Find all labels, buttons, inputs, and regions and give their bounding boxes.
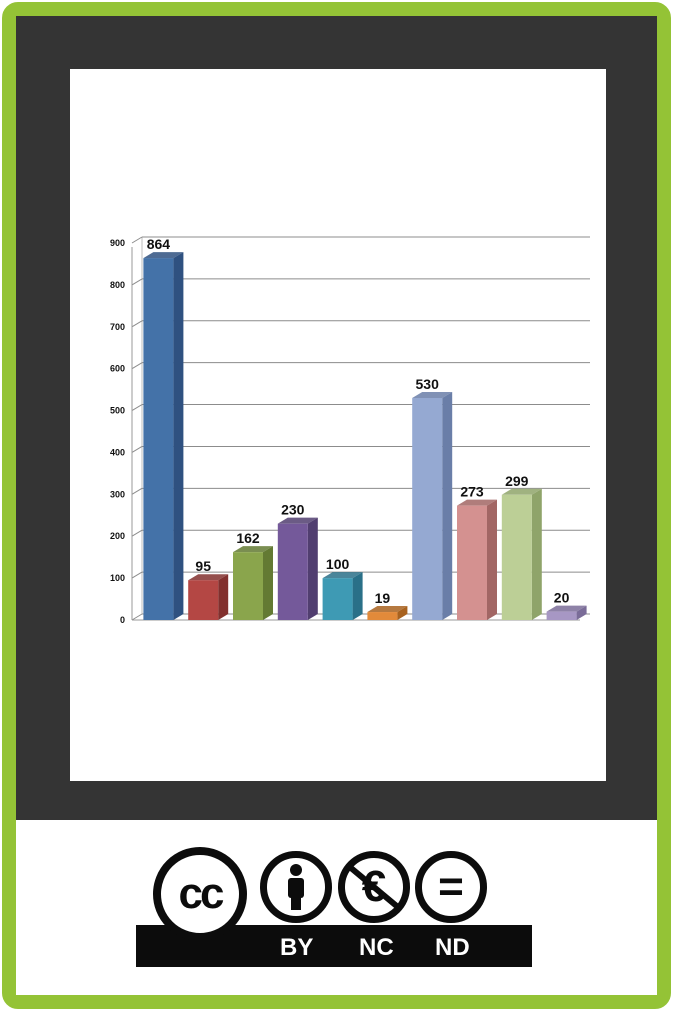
- noncommercial-icon: €: [338, 851, 410, 923]
- grid-floor-line: [131, 236, 143, 244]
- bar-3: [233, 546, 273, 620]
- bar-front: [412, 397, 443, 620]
- license-badge: cc € = BY NC ND: [16, 820, 657, 995]
- bar-side: [442, 391, 453, 620]
- bar-top: [546, 605, 587, 612]
- grid-floor-line: [131, 571, 143, 579]
- bar-front: [457, 505, 487, 620]
- bar-10: [546, 605, 587, 620]
- grid-floor-line: [131, 613, 143, 621]
- bar-side: [263, 546, 273, 620]
- bar-top: [367, 606, 408, 613]
- bar-side: [576, 605, 587, 620]
- y-tick-label: 500: [110, 406, 125, 416]
- cc-icon: cc: [153, 847, 247, 941]
- bar-front: [501, 494, 532, 620]
- bar-top: [277, 517, 318, 524]
- data-label: 299: [505, 473, 529, 489]
- y-tick-label: 0: [120, 615, 125, 625]
- bar-7: [412, 391, 453, 620]
- bar-side: [218, 574, 229, 620]
- y-tick-label: 100: [110, 573, 125, 583]
- y-tick-label: 600: [110, 364, 125, 374]
- grid-floor-line: [131, 362, 143, 370]
- chart-card: 0 100 200 300 400 500 600 700 800 900 864 95 162 230 1…: [70, 69, 606, 781]
- data-label: 95: [195, 558, 211, 574]
- bar-9: [501, 488, 542, 620]
- y-tick-label: 800: [110, 280, 125, 290]
- bar-front: [233, 552, 263, 620]
- bar-top: [501, 488, 542, 495]
- data-label: 530: [416, 376, 440, 392]
- y-tick-label: 200: [110, 531, 125, 541]
- bar-2: [188, 574, 229, 620]
- bar-front: [143, 258, 174, 620]
- grid-floor-line: [131, 278, 143, 286]
- bar-6: [367, 606, 408, 620]
- data-label: 20: [554, 590, 570, 606]
- bar-front: [277, 523, 308, 620]
- bar-top: [457, 499, 497, 506]
- y-tick-label: 400: [110, 447, 125, 457]
- attribution-icon: [260, 851, 332, 923]
- bar-front: [322, 578, 353, 620]
- bar-chart: 0 100 200 300 400 500 600 700 800 900 864 95 162 230 1…: [110, 236, 590, 625]
- bar-side: [173, 252, 184, 620]
- grid-floor-line: [131, 446, 143, 453]
- bar-4: [277, 517, 318, 620]
- data-label: 162: [236, 530, 260, 546]
- bar-front: [546, 611, 577, 620]
- grid-floor-line: [131, 487, 143, 495]
- bar-front: [188, 580, 219, 620]
- bar-top: [233, 546, 273, 553]
- bar-8: [457, 499, 497, 620]
- bar-front: [367, 612, 398, 620]
- data-label: 19: [375, 590, 391, 606]
- bar-side: [397, 606, 408, 620]
- data-label: 230: [281, 502, 305, 518]
- cc-label: cc: [178, 869, 225, 918]
- noderivatives-icon: =: [415, 851, 487, 923]
- grid-floor-line: [131, 529, 143, 537]
- data-label: 864: [147, 236, 171, 252]
- data-label: 273: [460, 484, 484, 500]
- y-tick-label: 900: [110, 238, 125, 248]
- nc-label: NC: [359, 934, 394, 961]
- grid-floor-line: [131, 320, 143, 328]
- bar-side: [531, 488, 542, 620]
- y-tick-label: 700: [110, 322, 125, 332]
- equals-symbol: =: [438, 862, 464, 911]
- bar-top: [322, 572, 363, 579]
- grid-floor-line: [131, 404, 143, 411]
- bar-top: [188, 574, 229, 581]
- dark-panel: 0 100 200 300 400 500 600 700 800 900 864 95 162 230 1…: [16, 16, 657, 820]
- bar-5: [322, 572, 363, 620]
- bar-top: [143, 252, 184, 259]
- nd-label: ND: [435, 934, 470, 961]
- y-tick-label: 300: [110, 489, 125, 499]
- bar-top: [412, 391, 453, 398]
- bar-side: [352, 572, 363, 620]
- data-label: 100: [326, 556, 350, 572]
- bar-1: [143, 252, 184, 620]
- bar-side: [307, 517, 318, 620]
- bar-side: [487, 499, 497, 620]
- by-label: BY: [280, 934, 314, 961]
